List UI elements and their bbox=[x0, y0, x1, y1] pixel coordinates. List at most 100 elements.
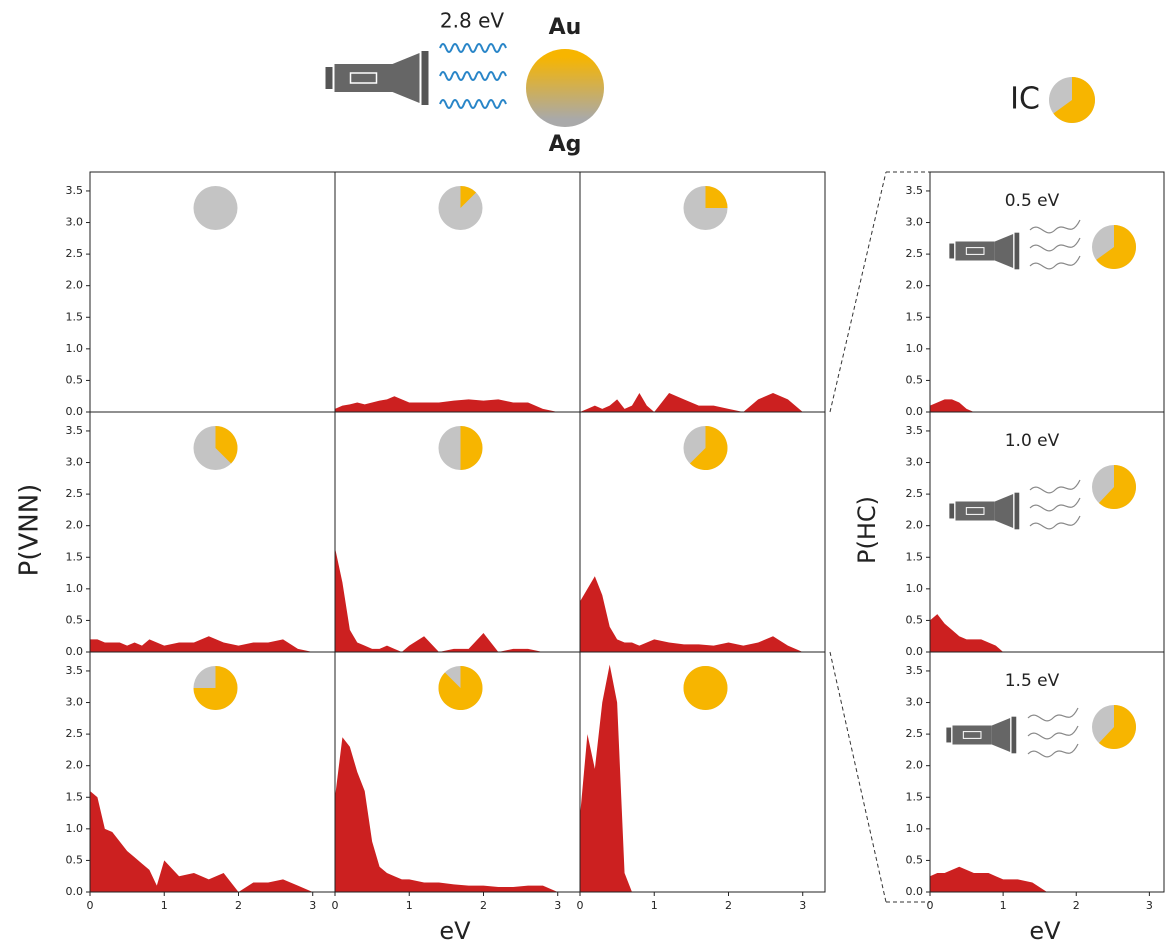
y-tick-label: 0.0 bbox=[906, 405, 924, 418]
y-tick-label: 0.5 bbox=[66, 613, 84, 626]
pie-au-wedge bbox=[215, 426, 238, 464]
y-tick-label: 3.5 bbox=[906, 184, 924, 197]
y-tick-label: 2.5 bbox=[66, 727, 84, 740]
y-tick-label: 3.5 bbox=[66, 424, 84, 437]
x-tick-label: 0 bbox=[87, 899, 94, 912]
y-tick-label: 2.5 bbox=[906, 727, 924, 740]
x-tick-label: 3 bbox=[1146, 899, 1153, 912]
y-tick-label: 1.5 bbox=[66, 310, 84, 323]
area bbox=[930, 866, 1150, 892]
area bbox=[580, 664, 803, 892]
y-tick-label: 1.0 bbox=[66, 582, 84, 595]
y-tick-label: 0.5 bbox=[906, 373, 924, 386]
au-label: Au bbox=[549, 15, 582, 40]
pie-au-wedge bbox=[1098, 465, 1136, 509]
y-tick-label: 0.0 bbox=[66, 645, 84, 658]
pie-au-wedge bbox=[460, 426, 483, 470]
panel-frame bbox=[929, 651, 1165, 893]
y-tick-label: 1.0 bbox=[906, 342, 924, 355]
area bbox=[90, 636, 313, 652]
y-tick-label: 3.0 bbox=[906, 456, 924, 469]
panel-title: 1.0 eV bbox=[1005, 431, 1060, 451]
y-tick-label: 2.0 bbox=[906, 759, 924, 772]
y-tick-label: 2.5 bbox=[906, 247, 924, 260]
pie-au-wedge bbox=[689, 426, 728, 470]
panel-title: 1.5 eV bbox=[1005, 671, 1060, 691]
pie-au-wedge bbox=[705, 186, 728, 208]
area bbox=[930, 399, 1150, 412]
x-tick-label: 3 bbox=[309, 899, 316, 912]
x-tick-label: 1 bbox=[1000, 899, 1007, 912]
y-tick-label: 3.0 bbox=[906, 696, 924, 709]
x-tick-label: 2 bbox=[480, 899, 487, 912]
area bbox=[580, 576, 803, 652]
y-tick-label: 2.5 bbox=[66, 247, 84, 260]
y-tick-label: 2.5 bbox=[906, 487, 924, 500]
panel-title: 0.5 eV bbox=[1005, 191, 1060, 211]
x-axis-label: eV bbox=[439, 917, 471, 945]
pie-au-wedge bbox=[1096, 225, 1137, 269]
y-tick-label: 1.0 bbox=[66, 822, 84, 835]
x-tick-label: 2 bbox=[235, 899, 242, 912]
area bbox=[90, 790, 313, 892]
y-tick-label: 0.5 bbox=[906, 613, 924, 626]
ag-label: Ag bbox=[549, 132, 582, 157]
pie-au-wedge bbox=[683, 666, 728, 710]
header: 2.8 eV Au Ag IC bbox=[324, 9, 1040, 157]
y-tick-label: 2.5 bbox=[66, 487, 84, 500]
y-tick-label: 1.5 bbox=[906, 550, 924, 563]
excitation-label: 2.8 eV bbox=[440, 9, 504, 33]
y-tick-label: 3.0 bbox=[66, 216, 84, 229]
y-tick-label: 0.0 bbox=[906, 885, 924, 898]
y-tick-label: 0.0 bbox=[906, 645, 924, 658]
area bbox=[335, 396, 558, 412]
y-tick-label: 1.0 bbox=[906, 822, 924, 835]
x-tick-label: 3 bbox=[799, 899, 806, 912]
x-tick-label: 3 bbox=[554, 899, 561, 912]
y-tick-label: 3.5 bbox=[66, 184, 84, 197]
y-tick-label: 2.0 bbox=[66, 759, 84, 772]
y-tick-label: 1.5 bbox=[66, 550, 84, 563]
pie-background bbox=[193, 186, 238, 230]
y-tick-label: 0.5 bbox=[906, 853, 924, 866]
pie-au-wedge bbox=[1098, 705, 1137, 750]
x-tick-label: 0 bbox=[332, 899, 339, 912]
y-tick-label: 1.0 bbox=[906, 582, 924, 595]
x-tick-label: 0 bbox=[577, 899, 584, 912]
y-tick-label: 3.0 bbox=[66, 696, 84, 709]
y-axis-label: P(VNN) bbox=[15, 484, 45, 577]
flashlight-icon bbox=[324, 50, 430, 106]
area bbox=[335, 737, 558, 892]
x-tick-label: 1 bbox=[651, 899, 658, 912]
area bbox=[580, 393, 803, 412]
y-tick-label: 3.5 bbox=[66, 664, 84, 677]
y-axis-label: P(HC) bbox=[853, 496, 881, 564]
y-tick-label: 3.5 bbox=[906, 424, 924, 437]
y-tick-label: 3.0 bbox=[66, 456, 84, 469]
right-icons bbox=[945, 219, 1081, 758]
x-tick-label: 0 bbox=[927, 899, 934, 912]
area bbox=[335, 547, 558, 652]
y-tick-label: 0.0 bbox=[66, 405, 84, 418]
y-tick-label: 2.0 bbox=[906, 279, 924, 292]
alloy-particle bbox=[526, 49, 604, 127]
y-tick-label: 2.0 bbox=[906, 519, 924, 532]
y-tick-label: 0.0 bbox=[66, 885, 84, 898]
y-tick-label: 0.5 bbox=[66, 853, 84, 866]
light-waves bbox=[439, 43, 507, 109]
x-tick-label: 2 bbox=[725, 899, 732, 912]
y-tick-label: 3.5 bbox=[906, 664, 924, 677]
y-tick-label: 3.0 bbox=[906, 216, 924, 229]
y-tick-label: 0.5 bbox=[66, 373, 84, 386]
x-tick-label: 1 bbox=[406, 899, 413, 912]
x-tick-label: 2 bbox=[1073, 899, 1080, 912]
x-axis-label: eV bbox=[1029, 917, 1061, 945]
y-tick-label: 1.0 bbox=[66, 342, 84, 355]
zoom-lines bbox=[829, 171, 930, 903]
y-tick-label: 1.5 bbox=[66, 790, 84, 803]
x-tick-label: 1 bbox=[161, 899, 168, 912]
y-tick-label: 1.5 bbox=[906, 790, 924, 803]
pie-au-wedge bbox=[438, 666, 483, 711]
pie-au-wedge bbox=[1053, 77, 1095, 124]
